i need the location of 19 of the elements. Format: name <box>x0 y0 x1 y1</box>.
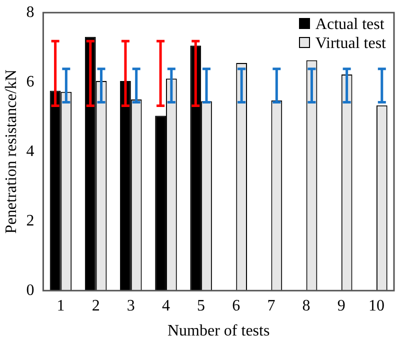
y-tick-label: 0 <box>26 282 34 299</box>
x-tick-label: 2 <box>92 297 100 314</box>
x-tick-label: 4 <box>162 297 170 314</box>
x-tick-label: 9 <box>337 297 346 314</box>
legend-label: Actual test <box>315 16 384 33</box>
x-axis-title: Number of tests <box>168 322 270 340</box>
x-tick-label: 5 <box>197 297 206 314</box>
x-tick-label: 7 <box>267 297 276 314</box>
x-tick-label: 6 <box>232 297 240 314</box>
y-tick-label: 8 <box>26 4 34 21</box>
legend-label: Virtual test <box>315 34 386 52</box>
x-tick-label: 8 <box>302 297 310 314</box>
y-tick-label: 6 <box>26 73 34 90</box>
y-tick-label: 2 <box>26 212 34 230</box>
x-tick-label: 1 <box>56 297 65 314</box>
x-tick-label: 3 <box>126 297 135 314</box>
x-tick-label: 10 <box>368 297 384 314</box>
y-tick-label: 4 <box>26 142 34 160</box>
y-axis-title: Penetration resistance/kN <box>2 69 20 234</box>
